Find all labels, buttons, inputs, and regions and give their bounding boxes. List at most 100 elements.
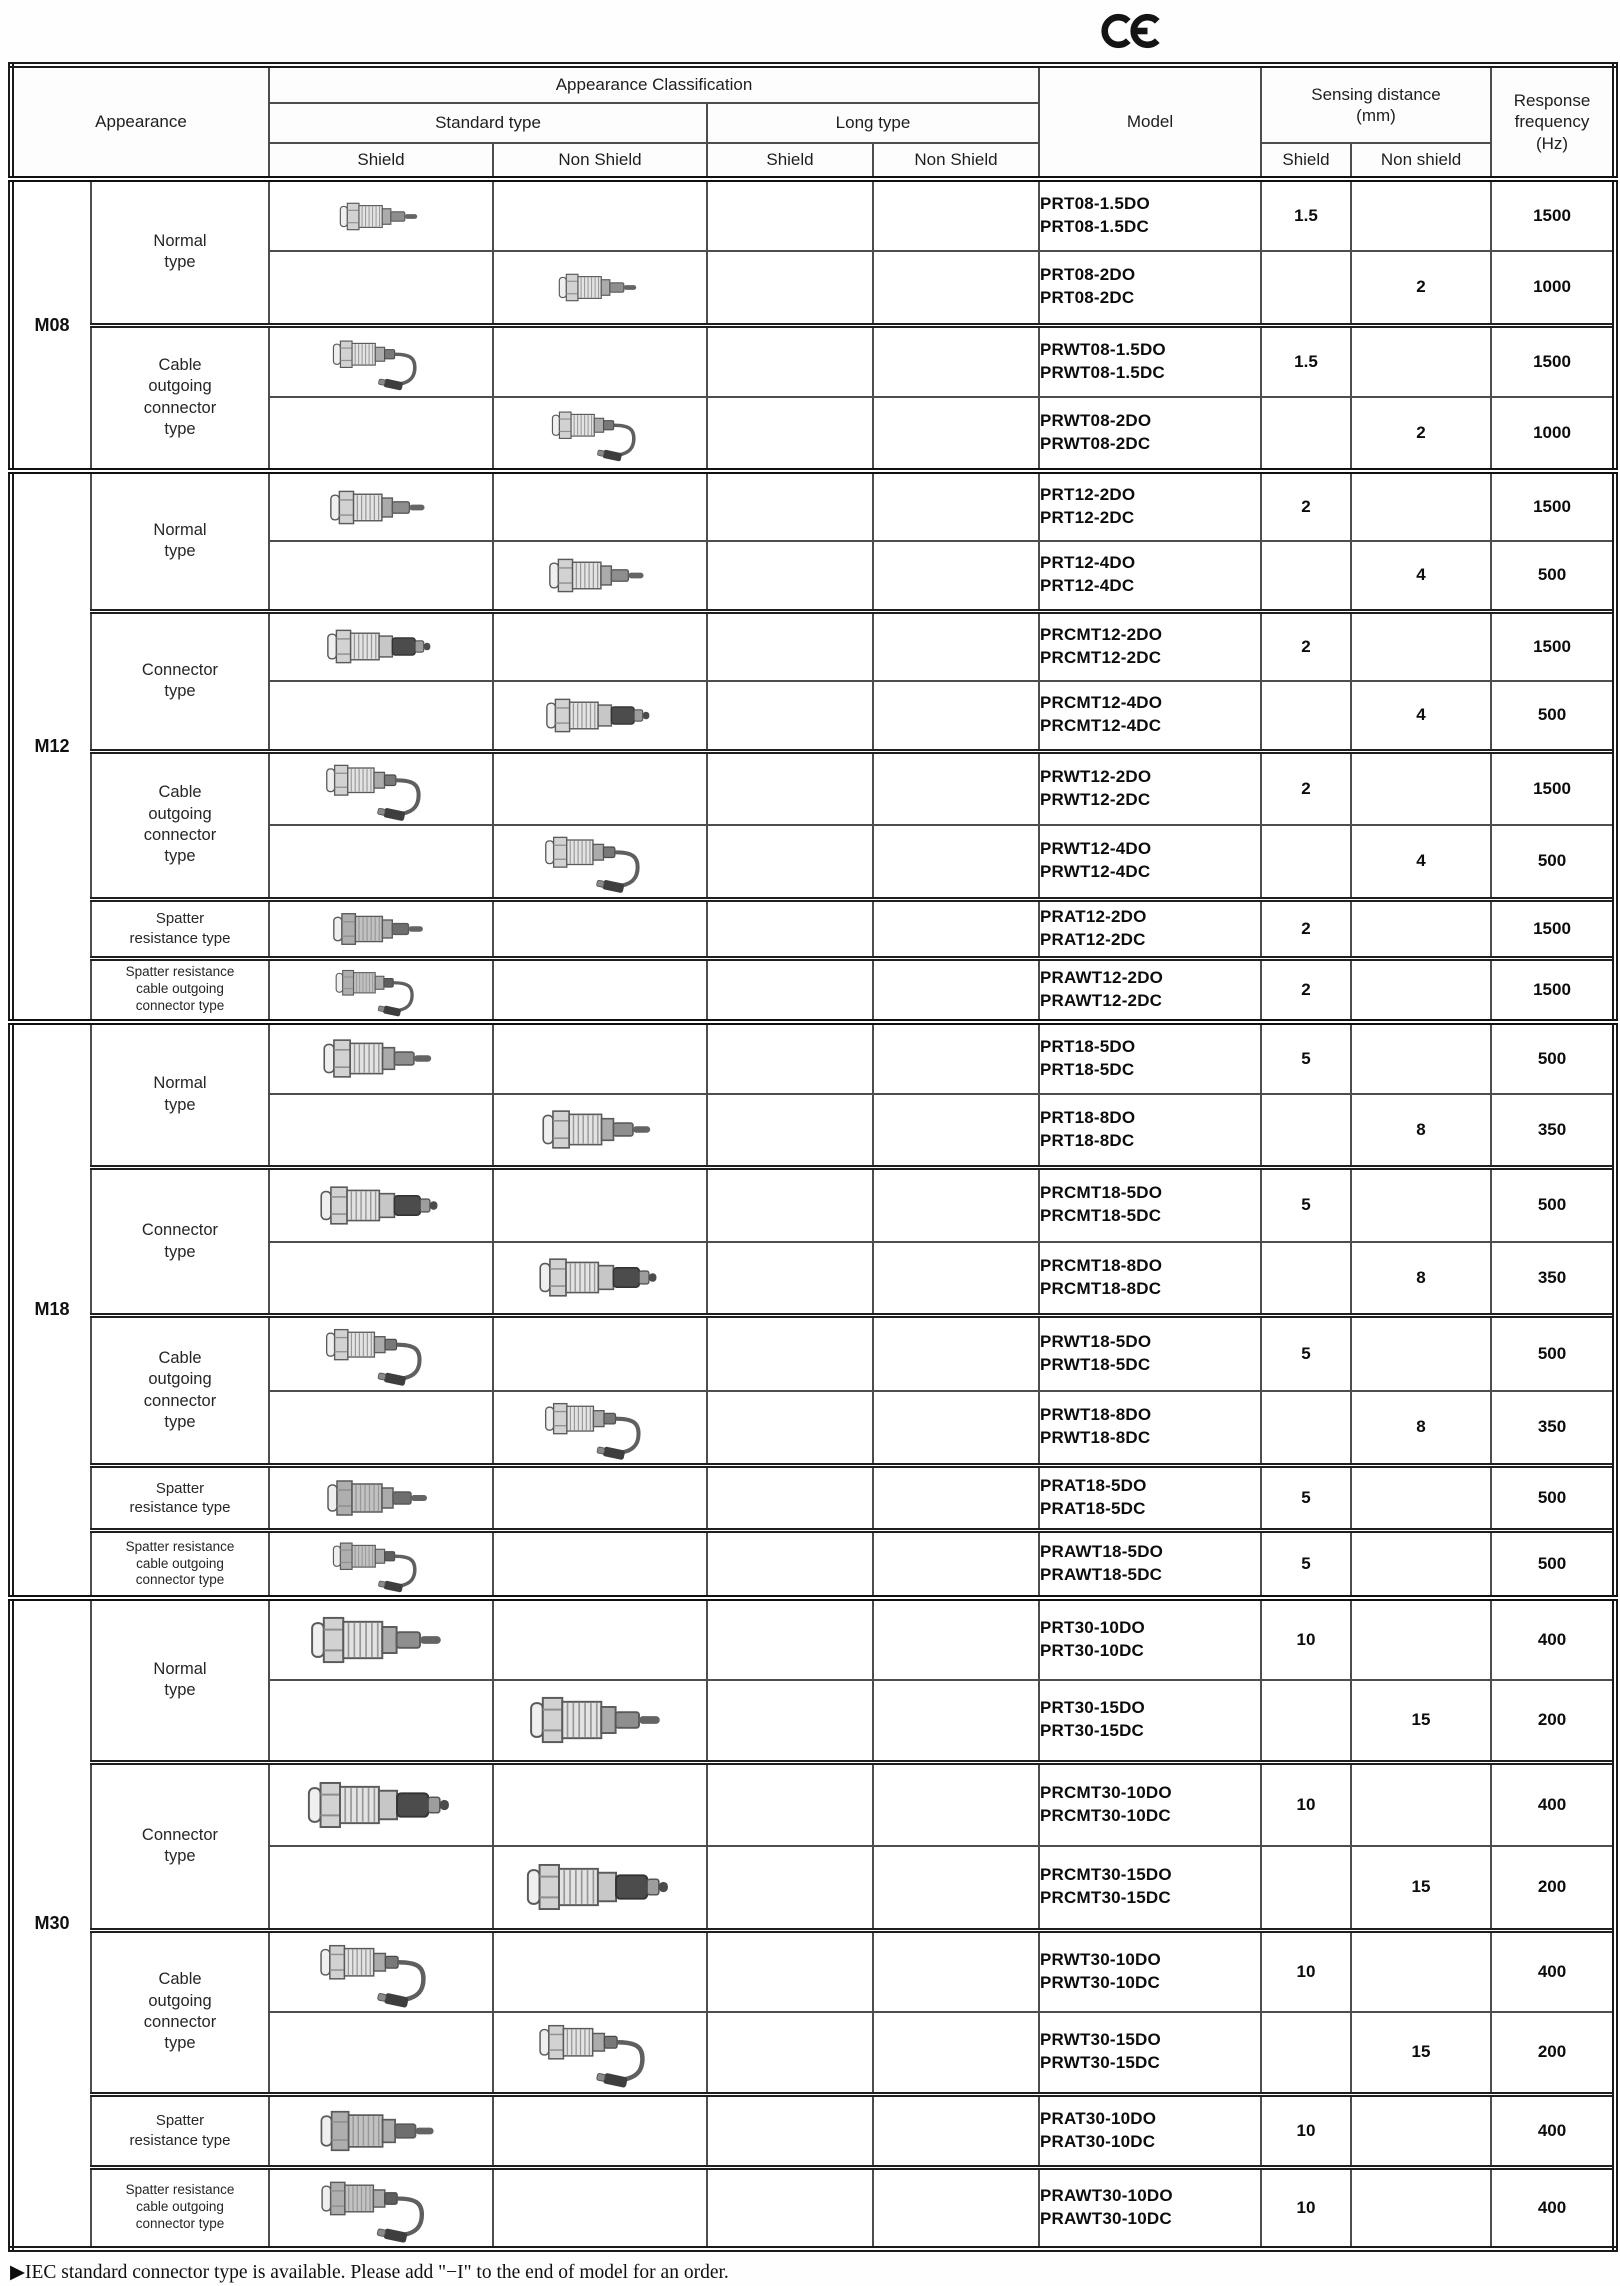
type-label-cell: Spatter resistance type [90, 896, 270, 959]
long-non-shield-cell [872, 608, 1040, 682]
model-line: PRT18-5DO [1040, 1036, 1136, 1056]
model-line: PRCMT30-15DC [1040, 1888, 1171, 1908]
model-line: PRCMT18-8DC [1040, 1278, 1162, 1298]
frequency-cell: 500 [1490, 1463, 1617, 1532]
shield-distance-cell [1260, 540, 1352, 612]
model-cell: PRCMT30-10DO PRCMT30-10DC [1038, 1759, 1262, 1847]
table-row: Spatter resistance cable outgoing connec… [11, 2164, 1617, 2250]
standard-non-shield-cell [492, 1595, 708, 1681]
long-shield-cell [706, 608, 874, 682]
long-non-shield-cell [872, 176, 1040, 252]
connector-sensor-icon [546, 698, 650, 733]
header-standard-shield: Shield [268, 142, 494, 180]
model-line: PRAWT18-5DC [1040, 1565, 1163, 1584]
size-label-cell: M30 [10, 1595, 92, 2250]
frequency-cell: 500 [1490, 1165, 1617, 1243]
long-shield-cell [706, 824, 874, 900]
model-line: PRCMT18-8DO [1040, 1255, 1163, 1275]
non-shield-distance-cell: 2 [1349, 250, 1493, 326]
long-shield-cell [706, 322, 874, 398]
standard-non-shield-cell [492, 2164, 708, 2250]
non-shield-distance-cell [1349, 955, 1493, 1023]
model-line: PRAWT30-10DO [1040, 2185, 1173, 2205]
long-shield-cell [706, 680, 874, 752]
type-label-cell: Connector type [90, 1165, 270, 1317]
model-line: PRWT30-15DC [1040, 2053, 1160, 2073]
long-non-shield-cell [872, 468, 1040, 542]
table-row: PRCMT30-15DO PRCMT30-15DC 15 200 [11, 1845, 1617, 1931]
connector-sensor-icon [327, 629, 431, 664]
long-shield-cell [706, 955, 874, 1023]
long-shield-cell [706, 1389, 874, 1467]
shield-distance-cell: 2 [1260, 896, 1352, 959]
standard-shield-cell [268, 468, 494, 542]
standard-shield-cell [268, 1595, 494, 1681]
standard-shield-cell [268, 1845, 494, 1931]
model-cell: PRT30-15DO PRT30-15DC [1038, 1679, 1262, 1763]
long-non-shield-cell [872, 540, 1040, 612]
header-appearance: Appearance [10, 64, 270, 180]
plain-sensor-icon [311, 1616, 441, 1664]
standard-shield-cell [268, 396, 494, 472]
shield-distance-cell: 10 [1260, 1595, 1352, 1681]
non-shield-distance-cell [1349, 176, 1493, 252]
standard-non-shield-cell [492, 468, 708, 542]
non-shield-distance-cell [1349, 322, 1493, 398]
header-response-frequency: Response frequency (Hz) [1490, 64, 1617, 180]
frequency-cell: 400 [1490, 1927, 1617, 2013]
frequency-cell: 500 [1490, 1313, 1617, 1392]
standard-shield-cell [268, 955, 494, 1023]
non-shield-distance-cell: 8 [1349, 1240, 1493, 1317]
model-cell: PRCMT18-5DO PRCMT18-5DC [1038, 1165, 1262, 1243]
long-shield-cell [706, 1463, 874, 1532]
type-label-cell: Cable outgoing connector type [90, 748, 270, 900]
model-line: PRWT30-10DO [1040, 1949, 1161, 1969]
long-shield-cell [706, 1679, 874, 1763]
model-line: PRWT18-5DC [1040, 1354, 1151, 1374]
header-model: Model [1038, 64, 1262, 180]
cable-sensor-icon [319, 1944, 426, 2008]
table-row: Spatter resistance cable outgoing connec… [11, 1528, 1617, 1599]
frequency-cell: 1500 [1490, 748, 1617, 826]
long-shield-cell [706, 396, 874, 472]
type-label-cell: Normal type [90, 468, 270, 612]
model-line: PRWT18-8DC [1040, 1428, 1151, 1448]
header-long-shield: Shield [706, 142, 874, 180]
frequency-cell: 1500 [1490, 608, 1617, 682]
long-shield-cell [706, 1313, 874, 1392]
standard-non-shield-cell [492, 824, 708, 900]
shield-distance-cell: 5 [1260, 1018, 1352, 1095]
plain-sensor-icon [541, 1110, 650, 1149]
model-cell: PRT30-10DO PRT30-10DC [1038, 1595, 1262, 1681]
model-line: PRT08-1.5DC [1040, 217, 1149, 236]
model-cell: PRCMT12-4DO PRCMT12-4DC [1038, 680, 1262, 752]
table-row: PRT30-15DO PRT30-15DC 15 200 [11, 1679, 1617, 1763]
model-cell: PRWT08-2DO PRWT08-2DC [1038, 396, 1262, 472]
model-line: PRAWT12-2DO [1040, 967, 1164, 987]
model-cell: PRWT12-4DO PRWT12-4DC [1038, 824, 1262, 900]
table-row: PRWT08-2DO PRWT08-2DC 2 1000 [11, 396, 1617, 472]
model-line: PRCMT18-5DO [1040, 1183, 1163, 1203]
shield-distance-cell: 2 [1260, 608, 1352, 682]
model-cell: PRWT30-15DO PRWT30-15DC [1038, 2011, 1262, 2095]
shield-distance-cell [1260, 680, 1352, 752]
standard-shield-cell [268, 748, 494, 826]
model-line: PRT08-2DO [1040, 265, 1136, 285]
non-shield-distance-cell: 2 [1349, 396, 1493, 472]
non-shield-distance-cell: 15 [1349, 2011, 1493, 2095]
model-line: PRCMT12-2DO [1040, 624, 1163, 644]
frequency-cell: 500 [1490, 1528, 1617, 1599]
model-cell: PRWT08-1.5DO PRWT08-1.5DC [1038, 322, 1262, 398]
header-sensing-non-shield: Non shield [1349, 142, 1493, 180]
standard-shield-cell [268, 1240, 494, 1317]
table-row: PRT08-2DO PRT08-2DC 2 1000 [11, 250, 1617, 326]
non-shield-distance-cell [1349, 1927, 1493, 2013]
type-label-cell: Spatter resistance type [90, 2091, 270, 2168]
model-cell: PRAT12-2DO PRAT12-2DC [1038, 896, 1262, 959]
shield-distance-cell: 10 [1260, 2091, 1352, 2168]
header-appearance-classification: Appearance Classification [268, 64, 1040, 104]
model-line: PRT18-8DO [1040, 1107, 1136, 1127]
model-line: PRWT08-2DC [1040, 434, 1151, 453]
header-standard-non-shield: Non Shield [492, 142, 708, 180]
